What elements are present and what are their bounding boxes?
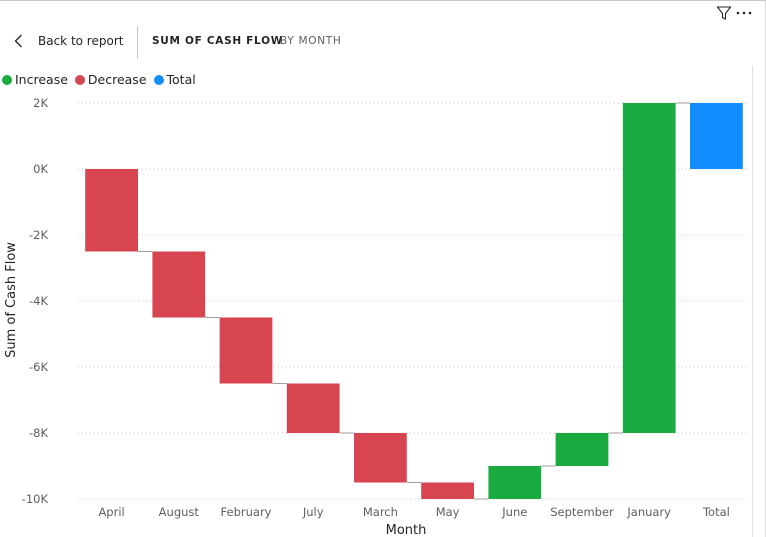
- back-to-report-button[interactable]: Back to report: [10, 28, 123, 54]
- bar-january[interactable]: [622, 103, 676, 433]
- visual-header-icons: [714, 4, 754, 22]
- y-tick-label: -10K: [22, 492, 49, 506]
- legend-label-decrease: Decrease: [87, 72, 147, 87]
- x-tick-label: August: [159, 505, 200, 519]
- bar-total[interactable]: [690, 103, 743, 169]
- filter-icon[interactable]: [714, 4, 734, 22]
- x-tick-label: September: [550, 505, 614, 519]
- x-tick-label: February: [221, 505, 272, 519]
- y-tick-label: -4K: [29, 294, 48, 308]
- bar-february[interactable]: [219, 317, 273, 384]
- x-tick-label: May: [436, 505, 460, 519]
- bar-march[interactable]: [354, 433, 407, 483]
- waterfall-bars: [85, 103, 743, 499]
- legend-item-increase[interactable]: Increase: [2, 72, 68, 87]
- y-tick-label: 0K: [33, 162, 48, 176]
- legend-label-total: Total: [166, 72, 196, 87]
- breadcrumb-measure: SUM OF CASH FLOW: [152, 35, 283, 47]
- bar-may[interactable]: [421, 482, 474, 500]
- legend-swatch-total: [153, 74, 164, 85]
- x-tick-label: July: [302, 505, 324, 519]
- legend-swatch-increase: [2, 74, 12, 85]
- y-axis-title: Sum of Cash Flow: [4, 242, 19, 358]
- bar-july[interactable]: [286, 383, 340, 434]
- y-tick-label: -6K: [29, 360, 48, 374]
- bar-june[interactable]: [488, 466, 542, 499]
- visual-scroll-edge: [752, 66, 753, 537]
- x-axis-ticks: April August February July March May June Septe…: [98, 505, 729, 519]
- bar-connectors: [137, 102, 691, 500]
- x-tick-label: April: [98, 505, 124, 519]
- x-tick-label: March: [363, 505, 398, 519]
- legend-item-decrease[interactable]: Decrease: [74, 72, 147, 87]
- y-tick-label: 2K: [33, 96, 48, 110]
- visual-top-border: [0, 0, 766, 1]
- x-tick-label: January: [626, 505, 671, 519]
- legend-item-total[interactable]: Total: [153, 72, 196, 87]
- y-axis-ticks: 2K 0K -2K -4K -6K -8K -10K: [22, 96, 49, 506]
- header-divider: [137, 26, 138, 58]
- x-tick-label: June: [501, 505, 527, 519]
- y-tick-label: -2K: [29, 228, 48, 242]
- legend-label-increase: Increase: [15, 72, 68, 87]
- back-to-report-label: Back to report: [38, 34, 124, 48]
- legend-swatch-decrease: [74, 74, 85, 85]
- breadcrumb-dimension: BY MONTH: [280, 35, 342, 47]
- x-tick-label: Total: [702, 505, 730, 519]
- y-tick-label: -8K: [29, 426, 48, 440]
- x-axis-title: Month: [386, 523, 427, 537]
- chevron-left-icon: [14, 34, 22, 48]
- focus-mode-header: Back to report SUM OF CASH FLOW BY MONTH: [0, 22, 760, 60]
- bar-april[interactable]: [85, 169, 138, 252]
- bar-september[interactable]: [555, 433, 609, 466]
- chart-legend: Increase Decrease Total: [2, 72, 203, 87]
- more-options-icon[interactable]: [734, 4, 754, 22]
- bar-august[interactable]: [152, 251, 206, 318]
